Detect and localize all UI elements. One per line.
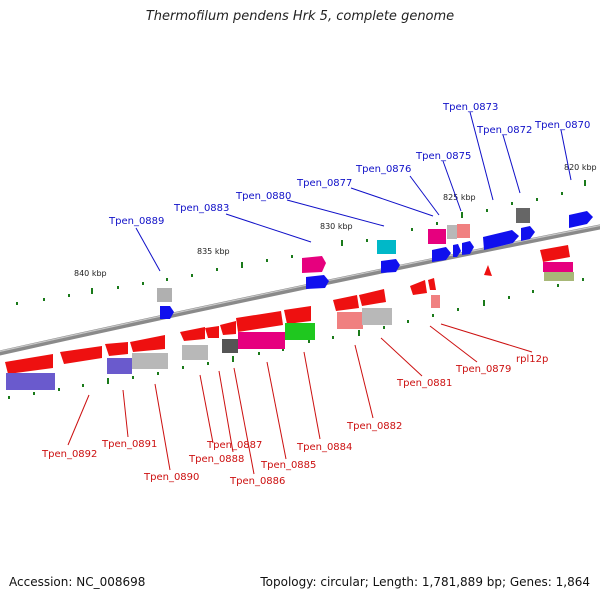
label-tpen-0880[interactable]: Tpen_0880 [235,191,291,202]
gene-rpl12p-c[interactable] [544,272,574,281]
gene-tpen-0884-b[interactable] [284,306,311,324]
label-tpen-0872[interactable]: Tpen_0872 [476,125,532,136]
gene-tpen-0886-b[interactable] [222,339,238,353]
gene-tpen-0882[interactable] [333,295,359,311]
label-tpen-0892[interactable]: Tpen_0892 [41,449,97,460]
gene-tpen-0879-b[interactable] [428,278,436,290]
gene-tpen-0883-arrow[interactable] [306,275,329,289]
label-tpen-0891[interactable]: Tpen_0891 [101,439,157,450]
gene-tpen-0870[interactable] [569,211,593,228]
gene-tpen-0875-arrow[interactable] [462,241,474,255]
gene-tpen-0890[interactable] [105,342,128,356]
scale-label-830: 830 kbp [320,222,353,231]
map-title: Thermofilum pendens Hrk 5, complete geno… [145,9,455,24]
genome-backbone-highlight [0,224,600,353]
top-label-lines [135,111,572,272]
genome-backbone [0,224,600,356]
scale-label-840: 840 kbp [74,269,107,278]
gene-tpen-0881-b[interactable] [362,308,392,325]
label-tpen-0889[interactable]: Tpen_0889 [108,216,164,227]
gene-tpen-0890-b[interactable] [107,358,132,374]
gene-tpen-0888-b[interactable] [132,353,168,369]
gene-tpen-0877-arrow[interactable] [432,247,451,262]
scale-ticks [8,180,586,399]
gene-tpen-0880[interactable] [377,240,396,254]
accession-text: Accession: NC_008698 [9,575,146,589]
reverse-strand-genes [5,245,574,390]
gene-tpen-0884[interactable] [236,311,283,332]
label-tpen-0881[interactable]: Tpen_0881 [396,378,452,389]
label-tpen-0882[interactable]: Tpen_0882 [346,421,402,432]
gene-tpen-0872-arrow[interactable] [521,226,535,241]
label-tpen-0887[interactable]: Tpen_0887 [206,440,262,451]
label-tpen-0875[interactable]: Tpen_0875 [415,151,471,162]
gene-tpen-0887[interactable] [180,327,205,341]
gene-tpen-0889-box[interactable] [157,288,172,302]
label-tpen-0879[interactable]: Tpen_0879 [455,364,511,375]
forward-strand-genes [157,208,593,319]
gene-tpen-0883[interactable] [302,256,326,273]
gene-tpen-0886[interactable] [205,326,219,338]
gene-tpen-0879-c[interactable] [431,295,440,308]
scale-label-825: 825 kbp [443,193,476,202]
label-tpen-0886[interactable]: Tpen_0886 [229,476,285,487]
label-rpl12p[interactable]: rpl12p [516,354,548,365]
label-tpen-0888[interactable]: Tpen_0888 [188,454,244,465]
gene-rpl12p[interactable] [540,245,570,262]
label-tpen-0877[interactable]: Tpen_0877 [296,178,352,189]
gene-tpen-0892-b[interactable] [6,373,55,390]
topology-summary: Topology: circular; Length: 1,781,889 bp… [260,575,590,589]
gene-tpen-0892[interactable] [5,354,53,374]
gene-tpen-0879[interactable] [410,280,427,295]
label-tpen-0873[interactable]: Tpen_0873 [442,102,498,113]
gene-tpen-0889-arrow[interactable] [160,306,174,319]
gene-tpen-0880-arrow[interactable] [381,259,400,273]
gene-tpen-0878[interactable] [484,265,492,276]
gene-rpl12p-b[interactable] [543,262,573,272]
gene-tpen-0885-b[interactable] [238,332,285,349]
gene-tpen-0876[interactable] [428,229,446,244]
gene-tpen-0891[interactable] [60,346,102,364]
label-tpen-0883[interactable]: Tpen_0883 [173,203,229,214]
scale-label-820: 820 kbp [564,163,597,172]
label-tpen-0885[interactable]: Tpen_0885 [260,460,316,471]
label-tpen-0890[interactable]: Tpen_0890 [143,472,199,483]
label-tpen-0876[interactable]: Tpen_0876 [355,164,411,175]
bottom-label-lines [67,323,533,475]
gene-tpen-0876-arrow[interactable] [453,244,461,257]
scale-label-835: 835 kbp [197,247,230,256]
label-tpen-0870[interactable]: Tpen_0870 [534,120,590,131]
gene-tpen-0888[interactable] [130,335,165,352]
gene-tpen-0882-b[interactable] [337,312,363,329]
label-tpen-0884[interactable]: Tpen_0884 [296,442,352,453]
gene-tpen-0875[interactable] [447,225,457,239]
gene-tpen-0881[interactable] [359,289,386,306]
gene-tpen-0887-b[interactable] [182,345,208,360]
gene-tpen-0875b[interactable] [457,224,470,238]
gene-tpen-0885[interactable] [220,321,236,335]
gene-tpen-0872-box[interactable] [516,208,530,223]
gene-tpen-0884-c[interactable] [285,323,315,340]
gene-tpen-0873[interactable] [483,230,519,250]
